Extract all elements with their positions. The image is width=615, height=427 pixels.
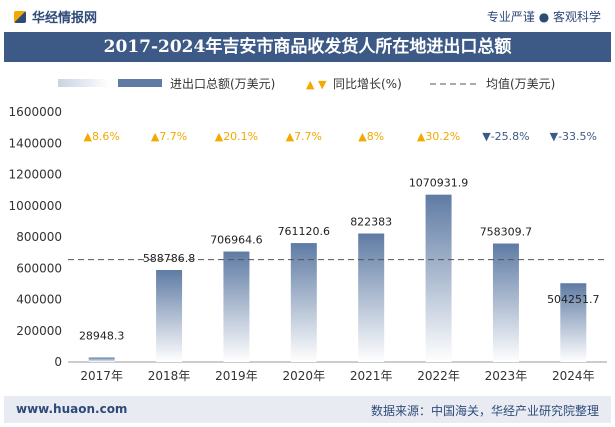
x-tick-label: 2022年 xyxy=(417,369,460,383)
bar-value-label: 588786.8 xyxy=(143,252,196,265)
legend-growth-label: 同比增长(%) xyxy=(333,77,402,91)
brand-logo-icon xyxy=(14,11,26,23)
y-tick-label: 200000 xyxy=(16,324,62,338)
x-tick-label: 2023年 xyxy=(485,369,528,383)
footer-source: 数据来源：中国海关，华经产业研究院整理 xyxy=(370,404,599,418)
bar-value-label: 1070931.9 xyxy=(409,177,469,190)
bar xyxy=(358,233,385,362)
y-tick-label: 400000 xyxy=(16,293,62,307)
growth-label: ▼-33.5% xyxy=(550,130,597,143)
bar-value-label: 761120.6 xyxy=(278,225,331,238)
y-tick-label: 1400000 xyxy=(9,136,62,150)
top-bar: 华经情报网 专业严谨 ● 客观科学 xyxy=(0,0,615,30)
y-tick-label: 1200000 xyxy=(9,168,62,182)
growth-down-icon: ▼ xyxy=(482,130,491,143)
bar-value-label: 758309.7 xyxy=(480,226,533,239)
y-tick-label: 0 xyxy=(54,355,62,369)
legend-blank-swatch xyxy=(58,79,110,87)
y-tick-label: 600000 xyxy=(16,261,62,275)
bar xyxy=(290,243,317,362)
y-tick-label: 800000 xyxy=(16,230,62,244)
growth-label: ▲7.7% xyxy=(286,130,322,143)
growth-up-icon: ▲ xyxy=(417,130,426,143)
bar xyxy=(156,270,183,362)
x-tick-label: 2019年 xyxy=(215,369,258,383)
legend-bar-swatch xyxy=(118,79,162,87)
growth-up-icon: ▲ xyxy=(358,130,367,143)
growth-label: ▲30.2% xyxy=(417,130,460,143)
growth-up-icon: ▲ xyxy=(215,130,224,143)
bar xyxy=(88,357,115,362)
x-tick-label: 2017年 xyxy=(80,369,123,383)
growth-label: ▲8.6% xyxy=(83,130,119,143)
growth-value: 8% xyxy=(367,130,384,143)
growth-up-icon: ▲ xyxy=(286,130,295,143)
legend-up-icon: ▲ xyxy=(306,78,315,91)
x-tick-label: 2018年 xyxy=(148,369,191,383)
bar xyxy=(492,243,519,362)
growth-up-icon: ▲ xyxy=(83,130,92,143)
growth-value: 20.1% xyxy=(223,130,258,143)
bar xyxy=(425,194,452,362)
brand: 华经情报网 xyxy=(14,7,97,26)
bar-value-label: 28948.3 xyxy=(79,329,125,342)
bar-value-label: 706964.6 xyxy=(210,234,263,247)
growth-down-icon: ▼ xyxy=(550,130,559,143)
footer-website[interactable]: www.huaon.com xyxy=(16,402,128,416)
growth-value: 7.7% xyxy=(294,130,322,143)
growth-value: 7.7% xyxy=(159,130,187,143)
growth-label: ▲20.1% xyxy=(215,130,258,143)
growth-value: 30.2% xyxy=(425,130,460,143)
x-tick-label: 2020年 xyxy=(283,369,326,383)
growth-label: ▲7.7% xyxy=(151,130,187,143)
bar-value-label: 822383 xyxy=(350,216,392,229)
x-tick-label: 2024年 xyxy=(552,369,595,383)
growth-label: ▲8% xyxy=(358,130,384,143)
growth-up-icon: ▲ xyxy=(151,130,160,143)
title-bar: 2017-2024年吉安市商品收发货人所在地进出口总额 xyxy=(4,32,611,62)
footer: www.huaon.com 数据来源：中国海关，华经产业研究院整理 xyxy=(4,396,611,423)
brand-name: 华经情报网 xyxy=(32,11,98,26)
legend-bar-label: 进出口总额(万美元) xyxy=(170,77,275,91)
legend: 进出口总额(万美元) ▲ ▼ 同比增长(%) 均值(万美元) xyxy=(58,76,555,91)
growth-value: 8.6% xyxy=(92,130,120,143)
bar xyxy=(223,251,250,362)
growth-value: -25.8% xyxy=(491,130,530,143)
legend-down-icon: ▼ xyxy=(318,78,327,91)
x-tick-label: 2021年 xyxy=(350,369,393,383)
legend-avg-label: 均值(万美元) xyxy=(486,76,555,91)
growth-value: -33.5% xyxy=(558,130,597,143)
y-tick-label: 1000000 xyxy=(9,199,62,213)
bar-value-label: 504251.7 xyxy=(547,293,600,306)
growth-label: ▼-25.8% xyxy=(482,130,529,143)
bar xyxy=(560,283,587,362)
chart-title: 2017-2024年吉安市商品收发货人所在地进出口总额 xyxy=(103,37,512,57)
slogan: 专业严谨 ● 客观科学 xyxy=(486,10,601,24)
y-tick-label: 1600000 xyxy=(9,105,62,119)
